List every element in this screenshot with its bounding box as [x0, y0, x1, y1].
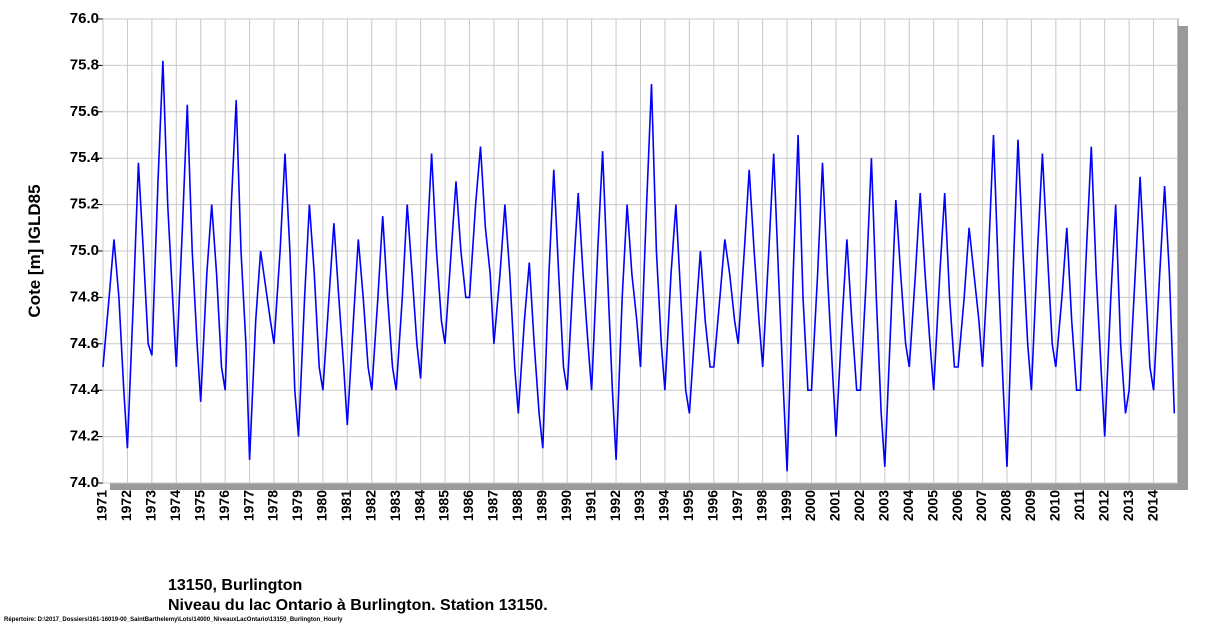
x-tick-label: 2012: [1095, 490, 1111, 521]
x-tick-label: 1984: [411, 490, 427, 521]
y-axis-label: Cote [m] IGLD85: [25, 184, 44, 317]
subtitle: Niveau du lac Ontario à Burlington. Stat…: [168, 597, 548, 614]
x-tick-label: 1973: [143, 490, 159, 521]
footnote: Répertoire: D:\2017_Dossiers\161-16019-0…: [4, 617, 343, 623]
x-tick-label: 1983: [387, 490, 403, 521]
x-tick-label: 1999: [778, 490, 794, 521]
x-tick-label: 1971: [94, 490, 110, 521]
x-tick-label: 2002: [851, 490, 867, 521]
x-tick-label: 1985: [436, 490, 452, 521]
x-tick-label: 1993: [631, 490, 647, 521]
x-tick-label: 1975: [191, 490, 207, 521]
y-tick-label: 74.6: [70, 335, 99, 352]
y-tick-label: 76.0: [70, 10, 99, 27]
x-tick-label: 1990: [558, 490, 574, 521]
x-tick-label: 2006: [949, 490, 965, 521]
x-tick-label: 1979: [289, 490, 305, 521]
x-tick-label: 2010: [1047, 490, 1063, 521]
x-tick-label: 1991: [582, 490, 598, 521]
x-tick-label: 2011: [1071, 490, 1087, 521]
x-tick-label: 1998: [753, 490, 769, 521]
x-tick-label: 1988: [509, 490, 525, 521]
x-tick-label: 2013: [1120, 490, 1136, 521]
x-tick-label: 2004: [900, 490, 916, 521]
x-tick-label: 2009: [1022, 490, 1038, 521]
x-tick-label: 1992: [607, 490, 623, 521]
chart: Cote [m] IGLD85 74.0 74.2 74.4 74.6 74.8 75.0…: [25, 10, 1188, 521]
x-tick-label: 1994: [656, 490, 672, 521]
y-tick-label: 74.8: [70, 288, 99, 305]
x-tick-label: 1982: [362, 490, 378, 521]
x-tick-label: 2001: [827, 490, 843, 521]
x-tick-label: 1978: [265, 490, 281, 521]
x-tick-label: 1980: [314, 490, 330, 521]
x-tick-label: 1989: [533, 490, 549, 521]
subtitle: 13150, Burlington: [168, 577, 303, 594]
x-tick-label: 2000: [802, 490, 818, 521]
y-tick-label: 74.4: [70, 381, 100, 398]
y-tick-label: 75.8: [70, 56, 99, 73]
x-tick-label: 1997: [729, 490, 745, 521]
x-tick-label: 2003: [876, 490, 892, 521]
x-tick-label: 1981: [338, 490, 354, 521]
y-tick-label: 75.6: [70, 103, 99, 120]
y-tick-label: 75.0: [70, 242, 99, 259]
y-tick-label: 74.2: [70, 428, 99, 445]
x-tick-label: 2005: [924, 490, 940, 521]
y-tick-label: 74.0: [70, 474, 99, 491]
y-tick-label: 75.4: [70, 149, 100, 166]
x-tick-label: 2014: [1144, 490, 1160, 521]
x-tick-label: 2008: [998, 490, 1014, 521]
x-tick-label: 1977: [240, 490, 256, 521]
x-tick-label: 2007: [973, 490, 989, 521]
x-tick-label: 1976: [216, 490, 232, 521]
x-tick-label: 1972: [118, 490, 134, 521]
x-tick-label: 1995: [680, 490, 696, 521]
line-series: [102, 60, 1176, 472]
x-tick-label: 1996: [704, 490, 720, 521]
y-tick-label: 75.2: [70, 196, 99, 213]
x-tick-label: 1986: [460, 490, 476, 521]
x-tick-label: 1974: [167, 490, 183, 521]
x-tick-label: 1987: [485, 490, 501, 521]
